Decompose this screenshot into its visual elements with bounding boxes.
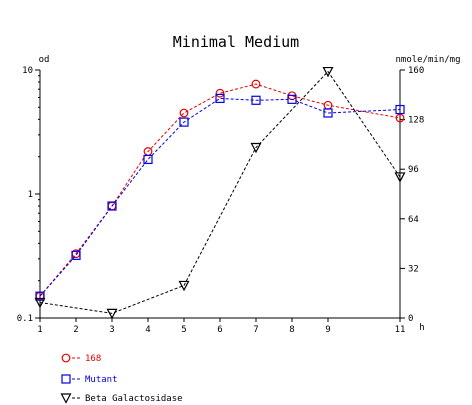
data-point bbox=[34, 297, 46, 309]
data-point bbox=[107, 201, 117, 211]
legend-entry: Mutant bbox=[61, 374, 118, 385]
data-point bbox=[250, 142, 262, 154]
legend: 168 Mutant Beta Galactosidase bbox=[60, 353, 183, 404]
data-point bbox=[323, 108, 333, 118]
series-2 bbox=[34, 66, 406, 320]
legend-label: Mutant bbox=[85, 375, 118, 385]
x-tick-label: 8 bbox=[289, 325, 294, 335]
axes: 1 2 3 4 5 6 7 8 9 11 0.1 1 10 0 32 64 96 128 160 bbox=[17, 66, 425, 335]
left-tick-label: 10 bbox=[22, 66, 33, 76]
data-point bbox=[395, 113, 405, 123]
data-point bbox=[179, 117, 189, 127]
x-tick-label: 11 bbox=[395, 325, 406, 335]
x-tick-label: 2 bbox=[73, 325, 78, 335]
data-point bbox=[143, 154, 153, 165]
x-axis-label: h bbox=[419, 323, 424, 333]
data-point bbox=[35, 291, 45, 301]
data-point bbox=[395, 104, 405, 115]
right-tick-label: 32 bbox=[408, 264, 419, 274]
data-point bbox=[106, 308, 118, 320]
x-tick-label: 7 bbox=[253, 325, 258, 335]
chart-title: Minimal Medium bbox=[173, 33, 299, 51]
data-point bbox=[179, 108, 189, 118]
legend-label: Beta Galactosidase bbox=[85, 394, 183, 404]
data-point bbox=[178, 280, 190, 292]
legend-label: 168 bbox=[85, 354, 101, 364]
legend-marker bbox=[61, 374, 71, 384]
data-point bbox=[251, 95, 261, 105]
x-tick-label: 1 bbox=[37, 325, 42, 335]
x-tick-label: 4 bbox=[145, 325, 150, 335]
series-0 bbox=[35, 79, 405, 301]
data-point bbox=[322, 66, 334, 78]
right-tick-label: 0 bbox=[408, 314, 413, 324]
right-tick-label: 128 bbox=[408, 116, 424, 126]
left-axis-label: od bbox=[39, 55, 50, 65]
series-line bbox=[39, 83, 401, 297]
legend-marker bbox=[61, 353, 71, 363]
right-tick-label: 64 bbox=[408, 215, 419, 225]
data-point bbox=[287, 94, 297, 104]
data-point bbox=[251, 79, 261, 89]
series-line bbox=[39, 70, 401, 314]
legend-marker bbox=[60, 393, 72, 404]
data-point bbox=[71, 250, 81, 260]
series-layer bbox=[34, 66, 406, 320]
series-1 bbox=[35, 93, 405, 301]
left-tick-label: 1 bbox=[28, 190, 33, 200]
data-point bbox=[215, 88, 225, 98]
x-tick-label: 9 bbox=[325, 325, 330, 335]
legend-entry: 168 bbox=[61, 353, 101, 364]
data-point bbox=[215, 93, 225, 104]
right-axis-label: nmole/min/mg bbox=[395, 55, 460, 65]
x-tick-label: 6 bbox=[217, 325, 222, 335]
series-line bbox=[39, 97, 401, 297]
right-tick-label: 96 bbox=[408, 165, 419, 175]
data-point bbox=[394, 172, 406, 183]
x-tick-label: 5 bbox=[181, 325, 186, 335]
x-tick-label: 3 bbox=[109, 325, 114, 335]
right-tick-label: 160 bbox=[408, 66, 424, 76]
left-tick-label: 0.1 bbox=[17, 314, 33, 324]
legend-entry: Beta Galactosidase bbox=[60, 393, 183, 404]
